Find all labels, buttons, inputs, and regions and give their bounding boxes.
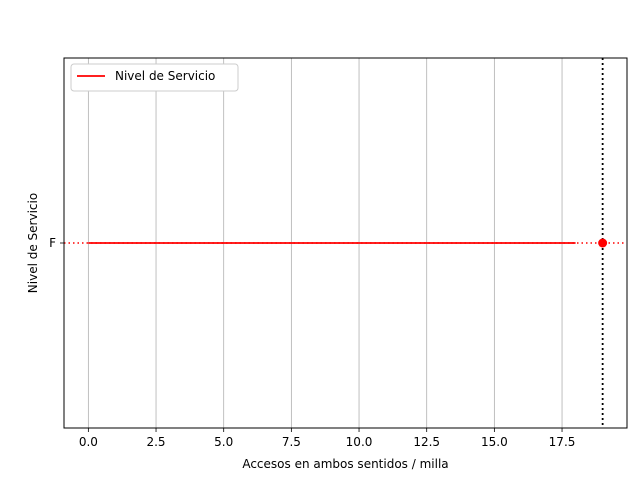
legend-entry-nivel-de-servicio: Nivel de Servicio [115, 69, 215, 83]
legend-box [70, 63, 239, 92]
x-axis-ticks: 0.0 2.5 5.0 7.5 10.0 12.5 15.0 17.5 [79, 428, 576, 449]
y-axis-label: Nivel de Servicio [26, 193, 40, 293]
x-tick-label: 15.0 [481, 435, 508, 449]
legend: Nivel de Servicio [70, 63, 239, 92]
x-tick-label: 10.0 [346, 435, 373, 449]
x-tick-label: 12.5 [413, 435, 440, 449]
x-tick-label: 17.5 [549, 435, 576, 449]
y-axis-ticks: F [49, 236, 64, 250]
x-tick-label: 0.0 [79, 435, 98, 449]
marker-point [598, 238, 608, 248]
x-tick-label: 7.5 [282, 435, 301, 449]
x-tick-label: 2.5 [146, 435, 165, 449]
x-axis-label: Accesos en ambos sentidos / milla [242, 457, 448, 471]
x-tick-label: 5.0 [214, 435, 233, 449]
data-layer [64, 58, 627, 428]
y-tick-label: F [49, 236, 56, 250]
